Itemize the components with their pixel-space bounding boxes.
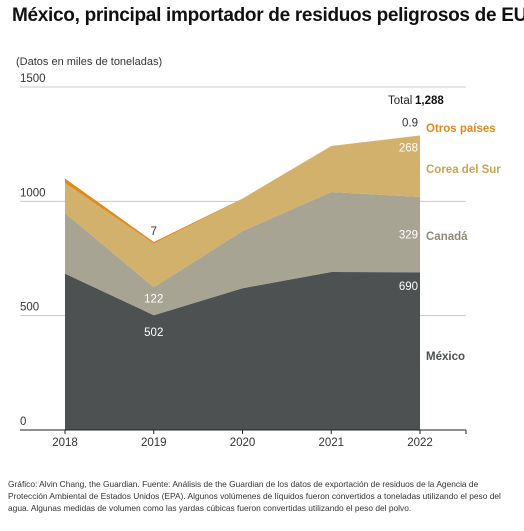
chart-subtitle: (Datos en miles de toneladas) xyxy=(16,56,163,68)
chart-footnote: Gráfico: Alvin Chang, the Guardian. Fuen… xyxy=(8,479,501,513)
total-label: Total xyxy=(388,95,412,107)
value-label: 502 xyxy=(144,327,163,339)
value-label: 690 xyxy=(399,281,418,293)
area-corea-del-sur xyxy=(65,135,420,288)
value-label: 122 xyxy=(144,293,163,305)
value-label: 7 xyxy=(151,226,157,238)
y-tick-label: 500 xyxy=(20,302,39,314)
y-tick-label: 0 xyxy=(20,416,26,428)
total-value: 1,288 xyxy=(415,95,444,107)
stacked-area-chart: 0 500 1000 1500 2018 2019 2020 2021 2022 502 690 1… xyxy=(20,73,501,449)
chart-title: México, principal importador de residuos… xyxy=(12,5,524,26)
value-label: 0.9 xyxy=(402,118,418,130)
y-tick-label: 1000 xyxy=(20,187,46,199)
series-label: Canadá xyxy=(426,231,468,243)
x-tick-label: 2018 xyxy=(52,437,78,449)
value-label: 268 xyxy=(399,143,418,155)
area-m-xico xyxy=(65,272,420,430)
y-tick-label: 1500 xyxy=(20,73,46,85)
series-label: Corea del Sur xyxy=(426,164,501,176)
x-tick-label: 2019 xyxy=(141,437,167,449)
x-tick-label: 2020 xyxy=(230,437,256,449)
series-label: Otros países xyxy=(426,123,496,135)
series-label: México xyxy=(426,351,465,363)
area-canad- xyxy=(65,192,420,316)
value-label: 191 xyxy=(144,209,163,221)
x-tick-label: 2021 xyxy=(318,437,344,449)
value-label: 329 xyxy=(399,230,418,242)
x-tick-label: 2022 xyxy=(407,437,433,449)
